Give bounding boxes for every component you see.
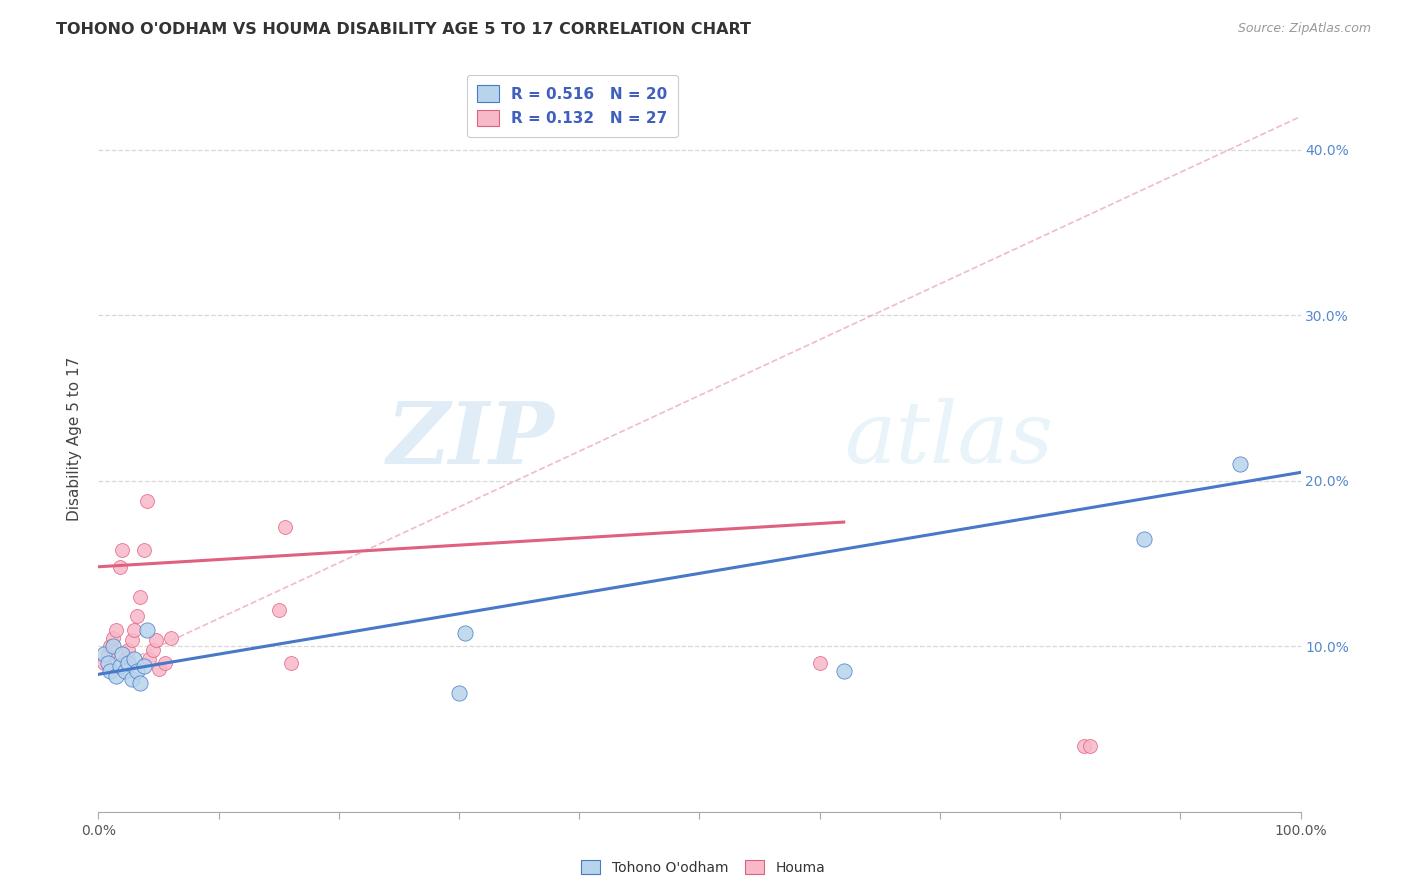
Point (267, 603, 290, 617)
Point (138, 652, 160, 666)
Point (454, 626, 477, 640)
Point (125, 609, 148, 624)
Point (125, 664, 148, 678)
Point (124, 652, 146, 666)
Point (114, 664, 136, 678)
Point (141, 642, 163, 657)
Point (121, 673, 143, 687)
Point (1078, 739, 1101, 753)
Point (101, 639, 124, 653)
Point (108, 659, 131, 673)
Point (129, 590, 152, 604)
Legend: R = 0.516   N = 20, R = 0.132   N = 27: R = 0.516 N = 20, R = 0.132 N = 27 (467, 75, 678, 136)
Point (153, 656, 176, 670)
Point (108, 559, 131, 574)
Point (135, 623, 157, 637)
Point (117, 642, 139, 657)
Point (1229, 457, 1251, 471)
Point (832, 664, 855, 678)
Point (274, 520, 297, 534)
Text: ZIP: ZIP (388, 398, 555, 481)
Point (132, 543, 155, 558)
Text: atlas: atlas (844, 398, 1053, 481)
Point (100, 639, 122, 653)
Point (280, 656, 302, 670)
Point (145, 632, 167, 647)
Point (129, 675, 152, 690)
Point (121, 632, 143, 647)
Point (808, 656, 831, 670)
Point (111, 648, 134, 662)
Point (93, 656, 115, 670)
Point (114, 652, 136, 666)
Point (148, 662, 170, 676)
Point (93, 648, 115, 662)
Point (447, 685, 470, 699)
Point (135, 493, 157, 508)
Point (117, 656, 139, 670)
Point (105, 623, 128, 637)
Legend: Tohono O'odham, Houma: Tohono O'odham, Houma (575, 855, 831, 880)
Point (159, 631, 181, 645)
Point (124, 623, 146, 637)
Point (101, 631, 124, 645)
Point (97, 648, 120, 662)
Point (100, 664, 122, 678)
Text: TOHONO O'ODHAM VS HOUMA DISABILITY AGE 5 TO 17 CORRELATION CHART: TOHONO O'ODHAM VS HOUMA DISABILITY AGE 5… (56, 22, 751, 37)
Point (1133, 532, 1156, 546)
Point (111, 543, 134, 558)
Point (105, 669, 128, 683)
Point (97, 656, 120, 670)
Point (132, 659, 155, 673)
Text: Source: ZipAtlas.com: Source: ZipAtlas.com (1237, 22, 1371, 36)
Y-axis label: Disability Age 5 to 17: Disability Age 5 to 17 (67, 357, 83, 522)
Point (1073, 739, 1095, 753)
